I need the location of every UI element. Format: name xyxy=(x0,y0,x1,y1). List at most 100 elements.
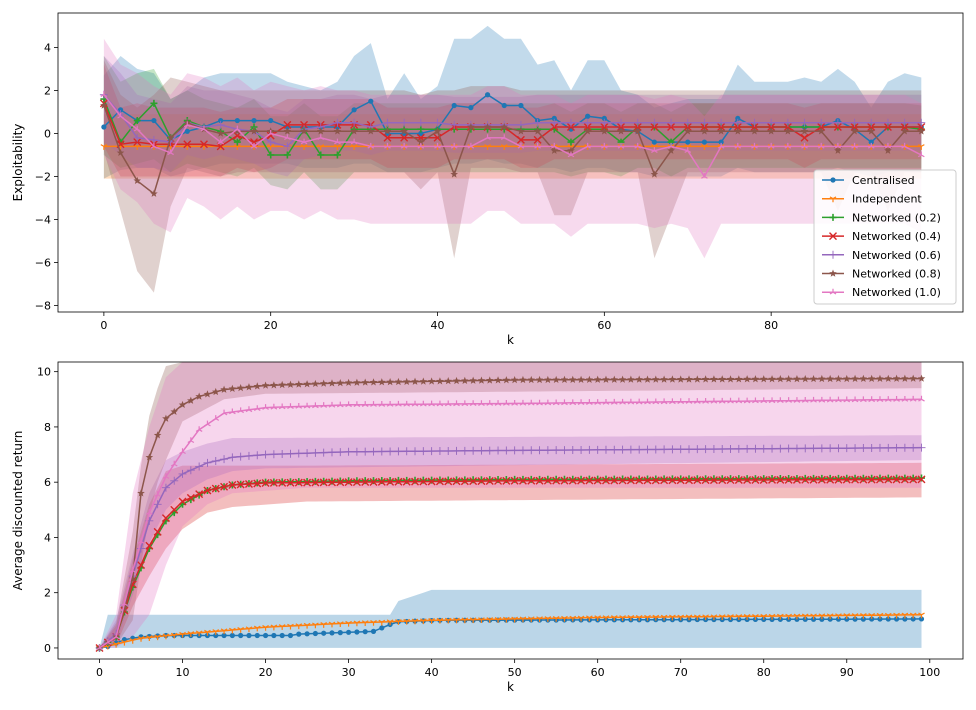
top-point-networked-0-8 xyxy=(467,123,475,131)
top-point-centralised xyxy=(601,115,607,122)
bottom-point-networked-0-4 xyxy=(419,477,428,486)
bottom-point-independent xyxy=(204,629,211,636)
bottom-plot-area xyxy=(95,362,926,652)
bottom-point-networked-0-6 xyxy=(776,444,785,453)
top-point-networked-1-0 xyxy=(100,91,108,98)
bottom-point-networked-0-4 xyxy=(809,475,818,484)
bottom-point-networked-1-0 xyxy=(336,401,344,408)
bottom-point-networked-0-8 xyxy=(353,378,361,386)
bottom-point-centralised xyxy=(379,625,385,631)
top-line-networked-0-4 xyxy=(103,103,922,148)
top-point-networked-0-6 xyxy=(917,118,926,127)
top-point-networked-1-0 xyxy=(183,121,191,128)
top-point-networked-0-4 xyxy=(800,133,809,142)
legend-label: Centralised xyxy=(852,174,915,187)
bottom-point-networked-0-4 xyxy=(352,478,361,487)
bottom-point-independent xyxy=(743,614,751,620)
top-point-networked-0-8 xyxy=(350,127,358,135)
bottom-point-networked-1-0 xyxy=(602,399,610,405)
bottom-point-networked-0-6 xyxy=(743,444,752,453)
bottom-point-networked-0-8 xyxy=(444,377,453,385)
bottom-point-networked-0-6 xyxy=(502,446,511,455)
bottom-point-independent xyxy=(793,613,801,620)
legend-item-centralised: Centralised xyxy=(822,174,915,187)
top-point-networked-1-0 xyxy=(851,142,858,149)
top-point-networked-0-4 xyxy=(533,135,542,144)
bottom-point-networked-0-6 xyxy=(618,445,627,454)
top-point-networked-0-8 xyxy=(500,123,509,131)
bottom-point-networked-0-6 xyxy=(817,444,826,453)
bottom-point-networked-1-0 xyxy=(835,396,842,403)
bottom-point-networked-0-8 xyxy=(452,376,461,385)
bottom-point-networked-0-8 xyxy=(187,396,195,404)
top-point-centralised xyxy=(651,139,657,145)
bottom-point-networked-0-6 xyxy=(303,449,312,458)
bottom-point-networked-0-8 xyxy=(676,375,685,383)
bottom-point-independent xyxy=(710,614,718,621)
bottom-point-networked-0-4 xyxy=(145,541,154,550)
top-point-networked-0-4 xyxy=(683,123,692,132)
bottom-point-networked-0-8 xyxy=(568,375,577,383)
bottom-point-centralised xyxy=(238,632,244,639)
bottom-point-networked-0-8 xyxy=(735,375,743,383)
bottom-point-networked-0-6 xyxy=(311,448,320,457)
bottom-point-networked-0-4 xyxy=(601,476,610,485)
top-point-networked-0-8 xyxy=(850,127,859,135)
bottom-point-networked-1-0 xyxy=(843,396,851,403)
bottom-point-independent xyxy=(386,619,394,626)
top-point-centralised xyxy=(184,128,190,134)
legend-label: Networked (0.6) xyxy=(852,249,941,262)
bottom-point-centralised xyxy=(229,632,235,639)
bottom-point-networked-0-8 xyxy=(577,375,585,383)
top-point-networked-0-6 xyxy=(550,118,559,127)
bottom-point-networked-0-4 xyxy=(867,475,876,484)
bottom-point-networked-0-8 xyxy=(494,376,502,384)
top-plot-area xyxy=(99,25,926,293)
top-point-networked-0-4 xyxy=(183,140,192,149)
bottom-point-networked-1-0 xyxy=(370,401,377,407)
top-bands xyxy=(103,25,922,293)
top-point-centralised xyxy=(718,139,724,145)
top-point-networked-1-0 xyxy=(901,142,908,149)
bottom-point-independent xyxy=(345,620,352,627)
top-point-networked-0-8 xyxy=(400,127,408,135)
bottom-point-networked-0-8 xyxy=(303,380,311,388)
bottom-point-networked-0-6 xyxy=(585,445,594,454)
bottom-point-networked-0-2 xyxy=(336,477,344,485)
bottom-line-networked-0-6 xyxy=(99,446,922,649)
top-point-networked-0-4 xyxy=(383,133,392,142)
bottom-point-networked-0-8 xyxy=(701,375,710,383)
bottom-point-independent xyxy=(851,613,859,619)
legend-label: Networked (0.4) xyxy=(852,230,941,243)
top-point-independent xyxy=(233,144,241,150)
bottom-point-networked-0-6 xyxy=(278,450,287,459)
bottom-point-networked-1-0 xyxy=(212,415,220,421)
legend-label: Networked (1.0) xyxy=(852,286,941,299)
top-point-networked-0-6 xyxy=(583,118,592,127)
bottom-series-networked-0-4 xyxy=(95,475,926,652)
top-point-networked-0-4 xyxy=(633,123,642,132)
bottom-point-centralised xyxy=(844,616,850,622)
top-point-networked-1-0 xyxy=(634,142,642,149)
top-point-networked-1-0 xyxy=(617,142,625,149)
bottom-point-networked-0-6 xyxy=(178,469,187,478)
top-point-networked-0-4 xyxy=(817,123,826,132)
bottom-point-networked-0-4 xyxy=(859,475,868,484)
top-point-networked-0-8 xyxy=(533,127,542,135)
bottom-point-networked-0-4 xyxy=(294,478,303,487)
bottom-point-networked-0-8 xyxy=(593,375,602,383)
bottom-point-networked-0-4 xyxy=(485,477,494,486)
bottom-point-networked-1-0 xyxy=(511,399,518,406)
bottom-point-networked-0-6 xyxy=(867,443,876,452)
bottom-point-centralised xyxy=(860,616,866,622)
bottom-point-independent xyxy=(328,621,336,628)
bottom-point-networked-1-0 xyxy=(644,398,651,405)
bottom-point-networked-1-0 xyxy=(610,398,618,405)
bottom-point-independent xyxy=(154,634,161,641)
bottom-point-networked-0-6 xyxy=(709,445,718,454)
bottom-point-networked-0-4 xyxy=(269,478,278,487)
bottom-point-networked-0-8 xyxy=(759,375,768,383)
top-point-networked-0-4 xyxy=(199,140,208,149)
bottom-point-networked-1-0 xyxy=(893,396,900,402)
top-point-networked-1-0 xyxy=(701,172,708,179)
